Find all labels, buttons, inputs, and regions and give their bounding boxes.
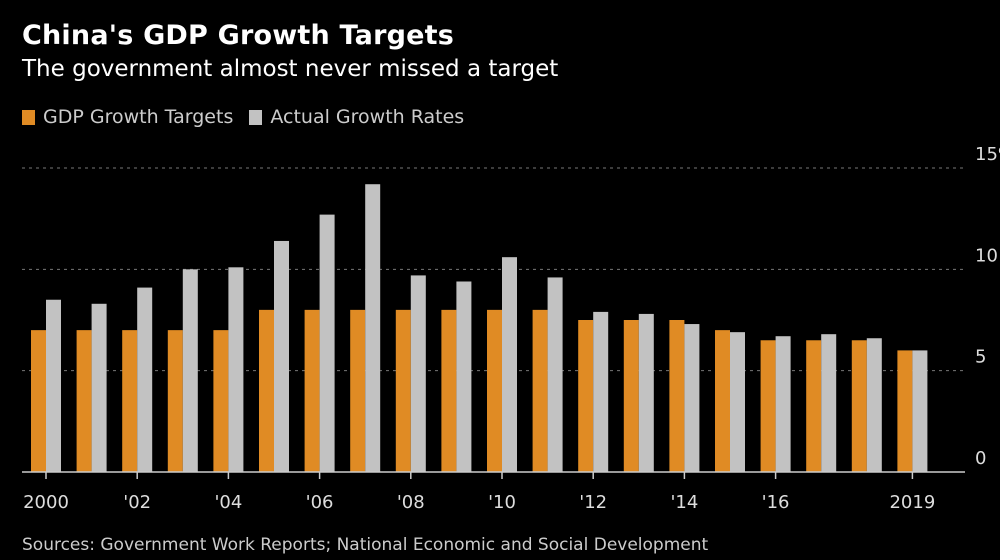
x-tick-label: 2000 — [23, 492, 69, 513]
legend-swatch-actual — [249, 109, 263, 125]
bar-target-2006 — [304, 309, 320, 472]
bar-target-2019 — [897, 350, 913, 472]
bar-target-2009 — [441, 309, 457, 472]
x-tick-label: '16 — [762, 492, 790, 513]
legend: GDP Growth Targets Actual Growth Rates — [22, 106, 480, 128]
legend-label-targets: GDP Growth Targets — [43, 106, 234, 128]
x-tick-label: '06 — [306, 492, 334, 513]
bar-target-2013 — [623, 320, 639, 472]
bar-target-2000 — [31, 330, 46, 472]
chart-subtitle: The government almost never missed a tar… — [22, 56, 559, 82]
bar-actual-2005 — [274, 240, 289, 472]
bar-target-2003 — [167, 330, 183, 472]
bar-target-2002 — [122, 330, 138, 472]
x-tick-label: '12 — [579, 492, 607, 513]
bar-actual-2006 — [319, 214, 335, 472]
x-tick-label: '14 — [670, 492, 698, 513]
bar-target-2012 — [578, 320, 594, 472]
bar-actual-2019 — [912, 350, 928, 472]
bar-actual-2016 — [775, 336, 791, 472]
bar-actual-2007 — [365, 184, 381, 473]
y-tick-label: 5 — [975, 347, 986, 368]
bar-actual-2001 — [91, 303, 107, 472]
x-tick-label: '04 — [214, 492, 242, 513]
bar-target-2001 — [76, 330, 92, 472]
bar-actual-2000 — [46, 299, 61, 472]
bar-target-2017 — [806, 340, 822, 472]
bar-target-2015 — [715, 330, 730, 472]
bar-target-2005 — [259, 309, 274, 472]
bar-actual-2018 — [866, 338, 882, 472]
bar-actual-2012 — [593, 311, 609, 472]
bar-target-2007 — [350, 309, 366, 472]
legend-item-actual: Actual Growth Rates — [249, 106, 464, 128]
bar-target-2004 — [213, 330, 229, 472]
bar-target-2014 — [669, 320, 685, 472]
x-tick-label: '02 — [123, 492, 151, 513]
bar-actual-2002 — [137, 287, 153, 472]
bar-target-2016 — [760, 340, 776, 472]
legend-swatch-targets — [22, 109, 35, 125]
bar-actual-2008 — [410, 275, 426, 472]
bar-actual-2014 — [684, 324, 700, 472]
bar-target-2011 — [532, 309, 548, 472]
bar-target-2008 — [395, 309, 411, 472]
y-tick-label: 15% — [975, 144, 1000, 165]
bar-target-2010 — [487, 309, 502, 472]
legend-item-targets: GDP Growth Targets — [22, 106, 233, 128]
x-tick-label: '08 — [397, 492, 425, 513]
bar-actual-2009 — [456, 281, 472, 472]
bar-target-2018 — [851, 340, 867, 472]
legend-label-actual: Actual Growth Rates — [270, 106, 465, 128]
bar-actual-2015 — [730, 332, 745, 472]
bar-actual-2017 — [821, 334, 837, 472]
chart-title: China's GDP Growth Targets — [22, 20, 455, 51]
y-tick-label: 10 — [975, 245, 998, 266]
bar-actual-2011 — [547, 277, 563, 472]
bar-actual-2010 — [502, 257, 517, 472]
y-tick-label: 0 — [975, 448, 986, 469]
source-note: Sources: Government Work Reports; Nation… — [22, 535, 709, 555]
bar-actual-2013 — [638, 313, 654, 472]
bar-actual-2004 — [228, 267, 244, 472]
x-tick-label: 2019 — [889, 492, 935, 513]
bar-actual-2003 — [182, 269, 198, 472]
x-tick-label: '10 — [488, 492, 516, 513]
